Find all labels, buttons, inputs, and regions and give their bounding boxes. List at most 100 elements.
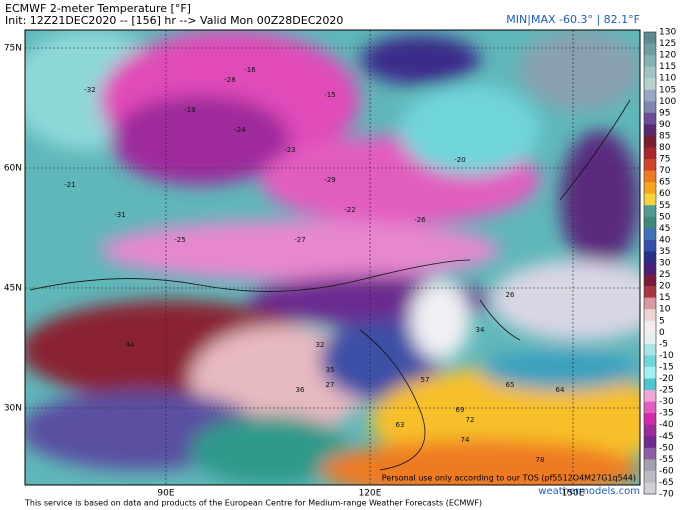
colorbar-label: -65: [659, 478, 674, 488]
colorbar-cell: [644, 182, 656, 195]
colorbar-label: -20: [659, 374, 674, 384]
colorbar-cell: [644, 378, 656, 391]
min-max: MIN|MAX -60.3° | 82.1°F: [506, 13, 640, 26]
colorbar-label: 35: [659, 247, 670, 257]
colorbar-label: 130: [659, 28, 676, 38]
colorbar-cell: [644, 424, 656, 437]
colorbar-label: 80: [659, 143, 671, 153]
colorbar-cell: [644, 482, 656, 495]
colorbar-label: -50: [659, 443, 674, 453]
colorbar-label: 20: [659, 282, 671, 292]
colorbar-cell: [644, 170, 656, 183]
credit: This service is based on data and produc…: [24, 499, 482, 508]
colorbar-label: 95: [659, 108, 670, 118]
map-value: -24: [234, 126, 246, 134]
map-value: -25: [174, 236, 185, 244]
colorbar-cell: [644, 251, 656, 264]
colorbar-label: 70: [659, 166, 671, 176]
map-value: -29: [324, 176, 335, 184]
colorbar-label: 100: [659, 97, 676, 107]
map-value: -27: [294, 236, 305, 244]
init-line: Init: 12Z21DEC2020 -- [156] hr --> Valid…: [5, 14, 343, 27]
map-value: -26: [414, 216, 426, 224]
map-value: 64: [556, 386, 565, 394]
colorbar-label: 40: [659, 235, 671, 245]
map-value: -22: [344, 206, 355, 214]
colorbar-cell: [644, 263, 656, 275]
map-value: 36: [296, 386, 305, 394]
colorbar-label: -45: [659, 432, 674, 442]
colorbar-cell: [644, 216, 656, 229]
map-value: 72: [466, 416, 475, 424]
colorbar-label: 45: [659, 224, 670, 234]
colorbar-cell: [644, 89, 656, 102]
colorbar-cell: [644, 43, 656, 56]
title: ECMWF 2-meter Temperature [°F]: [5, 2, 191, 15]
colorbar-label: 0: [659, 328, 665, 338]
map-value: -21: [64, 181, 75, 189]
map-value: 32: [316, 341, 325, 349]
colorbar-label: -55: [659, 455, 674, 465]
colorbar-label: -10: [659, 351, 674, 361]
lat-label: 45N: [4, 284, 22, 294]
map-value: 44: [126, 341, 135, 349]
tos-notice: Personal use only according to our TOS (…: [382, 474, 636, 483]
site-link[interactable]: weathermodels.com: [538, 486, 640, 497]
colorbar-cell: [644, 355, 656, 368]
colorbar-label: 55: [659, 201, 670, 211]
map-value: 35: [326, 366, 335, 374]
colorbar-cell: [644, 55, 656, 68]
map-value: -28: [224, 76, 235, 84]
colorbar-cell: [644, 147, 656, 160]
colorbar-cell: [644, 413, 656, 426]
colorbar-label: -35: [659, 409, 674, 419]
lat-label: 75N: [4, 44, 22, 54]
colorbar-cell: [644, 135, 656, 148]
colorbar-cell: [644, 470, 656, 483]
map-value: -32: [84, 86, 95, 94]
colorbar-cell: [644, 309, 656, 322]
colorbar-frame: [643, 31, 657, 495]
colorbar-cell: [644, 159, 656, 171]
colorbar-cell: [644, 205, 656, 218]
colorbar-cell: [644, 366, 656, 379]
colorbar-cell: [644, 239, 656, 252]
colorbar-cell: [644, 78, 656, 91]
colorbar-cell: [644, 343, 656, 356]
map-value: 65: [506, 381, 515, 389]
colorbar-cell: [644, 401, 656, 414]
colorbar-cell: [644, 390, 656, 402]
colorbar-cell: [644, 286, 656, 299]
colorbar-cell: [644, 193, 656, 206]
colorbar-label: 75: [659, 155, 670, 165]
colorbar-cell: [644, 228, 656, 241]
map-value: 74: [461, 436, 470, 444]
colorbar-label: 30: [659, 259, 671, 269]
colorbar-cell: [644, 112, 656, 125]
colorbar-label: -70: [659, 490, 674, 500]
colorbar-label: 15: [659, 293, 670, 303]
map-value: 69: [456, 406, 465, 414]
colorbar-label: 120: [659, 51, 676, 61]
colorbar-label: -30: [659, 397, 674, 407]
map-value: -19: [184, 106, 195, 114]
map-value: 26: [506, 291, 515, 299]
lat-label: 60N: [4, 164, 22, 174]
map-value: 78: [536, 456, 545, 464]
colorbar-label: -15: [659, 362, 674, 372]
map-value: -15: [324, 91, 335, 99]
map-value: -16: [244, 66, 256, 74]
colorbar-cell: [644, 459, 656, 472]
colorbar-cell: [644, 436, 656, 449]
map-value: -23: [284, 146, 295, 154]
colorbar-label: -60: [659, 466, 674, 476]
colorbar-label: 85: [659, 131, 670, 141]
colorbar-label: 125: [659, 39, 676, 49]
colorbar-cell: [644, 274, 656, 287]
map-value: -20: [454, 156, 465, 164]
colorbar-cell: [644, 124, 656, 137]
lon-label: 120E: [359, 489, 382, 499]
colorbar-label: 10: [659, 305, 671, 315]
map-value: 34: [476, 326, 485, 334]
